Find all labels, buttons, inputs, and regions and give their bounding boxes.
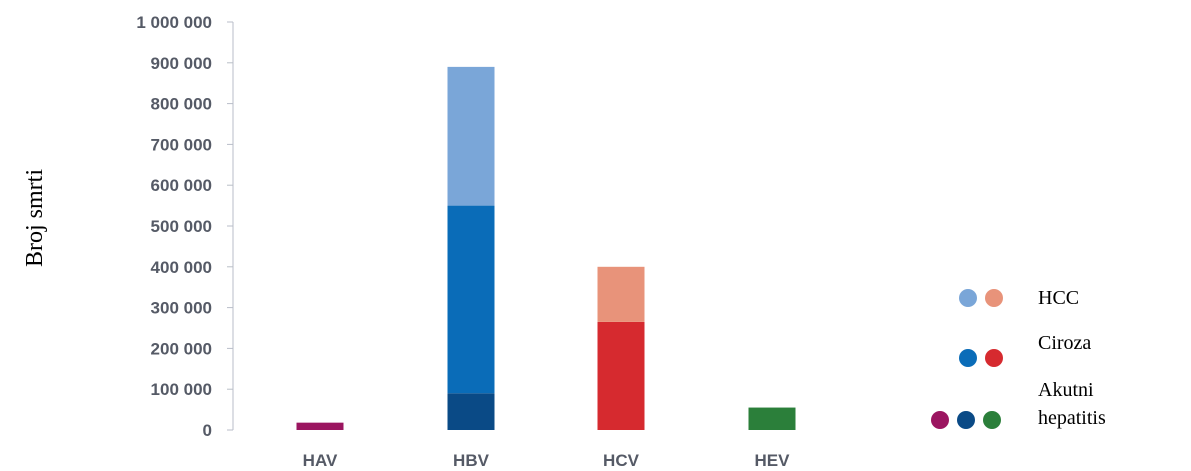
y-tick-label: 0: [203, 421, 212, 440]
bars: [296, 66, 796, 430]
bar-hev-akutni: [748, 407, 796, 430]
y-tick-label: 1 000 000: [136, 13, 212, 32]
legend-label: Akutni: [1038, 379, 1094, 401]
legend-label: HCC: [1038, 287, 1079, 309]
x-tick-label: HEV: [755, 451, 791, 470]
legend-marker: [959, 349, 977, 367]
bar-hcv-hcc: [597, 266, 645, 322]
y-tick-label: 100 000: [151, 380, 212, 399]
legend-marker: [983, 411, 1001, 429]
x-tick-label: HAV: [303, 451, 338, 470]
legend: HCC Ciroza Akutni hepatitis: [931, 287, 1106, 429]
legend-marker: [959, 289, 977, 307]
y-tick-label: 600 000: [151, 176, 212, 195]
y-tick-label: 500 000: [151, 217, 212, 236]
y-tick-label: 700 000: [151, 135, 212, 154]
legend-label: hepatitis: [1038, 407, 1106, 429]
bar-hbv-akutni: [447, 393, 495, 430]
y-tick-label: 200 000: [151, 339, 212, 358]
y-tick-label: 800 000: [151, 95, 212, 114]
y-axis: 0 100 000 200 000 300 000 400 000 500 000 600 …: [136, 13, 234, 440]
y-tick-label: 300 000: [151, 299, 212, 318]
legend-marker: [931, 411, 949, 429]
legend-marker: [957, 411, 975, 429]
y-tick-label: 900 000: [151, 54, 212, 73]
bar-hbv-ciroza: [447, 205, 495, 394]
legend-label: Ciroza: [1038, 332, 1091, 354]
bar-hcv-ciroza: [597, 321, 645, 430]
legend-marker: [985, 349, 1003, 367]
y-axis-label: Broj smrti: [22, 169, 48, 267]
bar-hav-akutni: [296, 422, 344, 430]
x-tick-label: HCV: [603, 451, 640, 470]
legend-marker: [985, 289, 1003, 307]
y-tick-label: 400 000: [151, 258, 212, 277]
bar-hbv-hcc: [447, 66, 495, 206]
x-tick-label: HBV: [453, 451, 490, 470]
x-axis: HAV HBV HCV HEV: [303, 451, 790, 470]
